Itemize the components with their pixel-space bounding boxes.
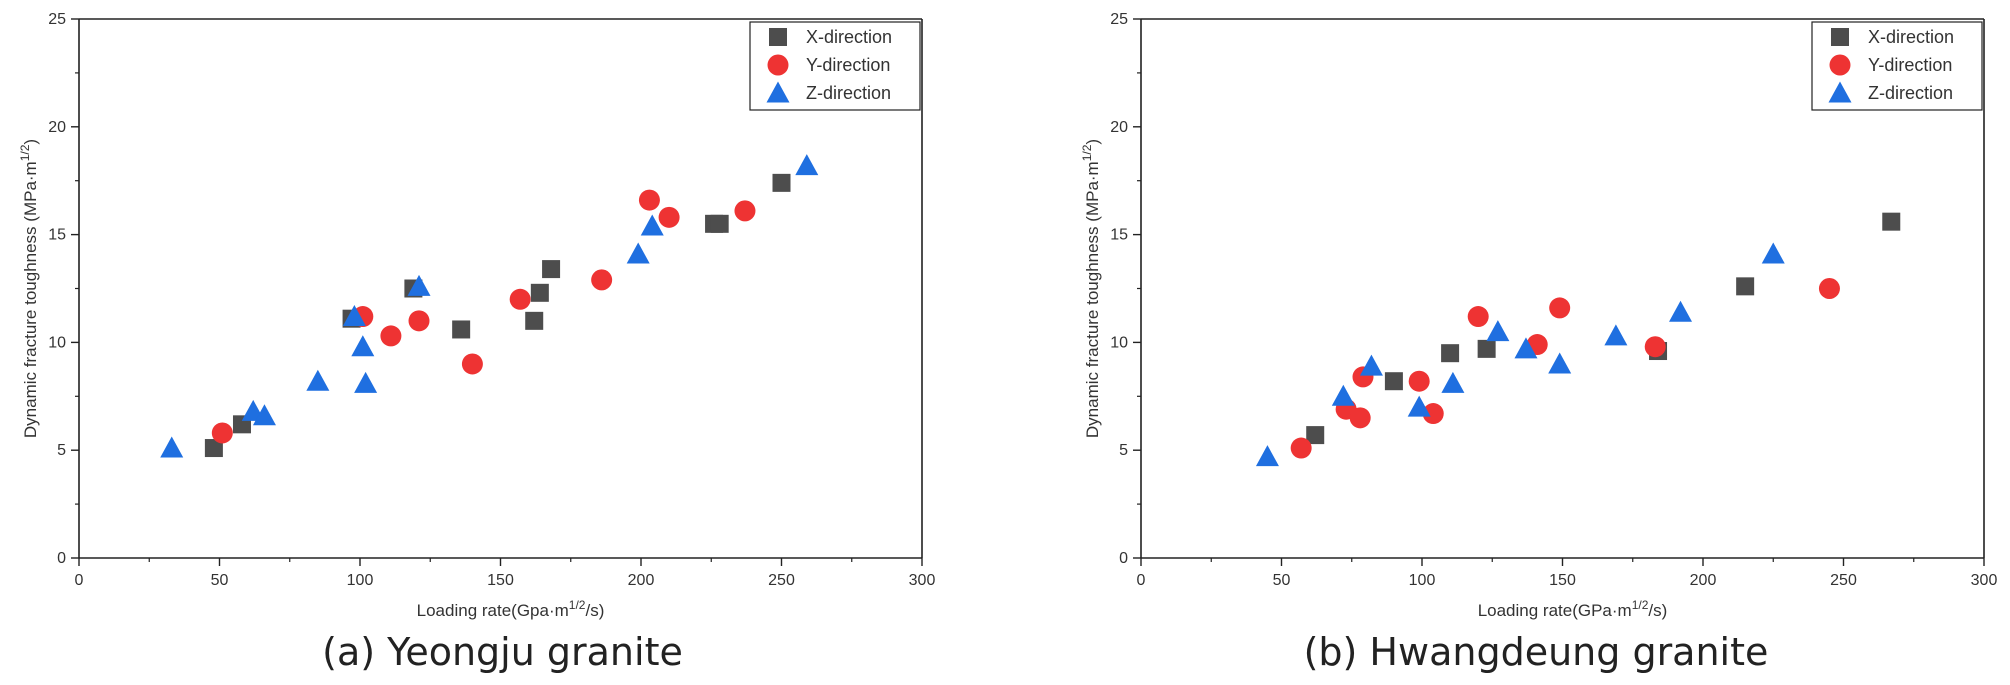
point-y-direction <box>509 288 531 310</box>
point-y-direction <box>1290 437 1312 459</box>
point-z-direction <box>1486 320 1510 342</box>
point-x-direction <box>1477 339 1496 358</box>
legend-marker-y-direction <box>1829 54 1851 76</box>
point-x-direction <box>1736 277 1755 296</box>
x-tick-label: 50 <box>211 572 229 589</box>
point-z-direction <box>160 436 184 458</box>
point-z-direction <box>351 335 375 357</box>
point-y-direction <box>638 189 660 211</box>
point-z-direction <box>252 404 276 426</box>
point-z-direction <box>1441 371 1465 393</box>
point-z-direction <box>1548 352 1572 374</box>
x-tick-label: 150 <box>487 572 514 589</box>
point-x-direction <box>525 311 544 330</box>
legend-label-z-direction: Z-direction <box>806 83 891 103</box>
chart-a-svg: 0 50 100 150 200 250 300 0 5 10 15 20 25 Loading rate… <box>18 11 936 620</box>
x-tick-label: 0 <box>1137 572 1146 589</box>
point-z-direction <box>1407 395 1431 417</box>
point-x-direction <box>710 214 729 233</box>
legend-marker-x-direction <box>769 28 787 46</box>
point-y-direction <box>1818 278 1840 299</box>
y-tick-label: 25 <box>1110 11 1128 28</box>
chart-b-caption: (b) Hwangdeung granite <box>1303 630 1769 674</box>
chart-b-svg: 0 50 100 150 200 250 300 0 5 10 15 20 25 Loading rate… <box>1080 11 1998 620</box>
legend-marker-z-direction <box>766 81 790 103</box>
point-y-direction <box>380 325 402 347</box>
legend-label-x-direction: X-direction <box>1868 27 1954 47</box>
legend-label-y-direction: Y-direction <box>1868 55 1952 75</box>
point-y-direction <box>734 200 756 222</box>
point-x-direction <box>542 260 561 279</box>
x-tick-label: 100 <box>1409 572 1436 589</box>
point-x-direction <box>1384 372 1403 391</box>
point-y-direction <box>1422 403 1444 425</box>
legend-marker-y-direction <box>767 54 789 76</box>
x-axis-label: Loading rate(GPa·m1/2/s) <box>1478 598 1668 620</box>
point-z-direction <box>1761 242 1785 264</box>
y-tick-label: 20 <box>1110 119 1128 136</box>
y-tick-label: 5 <box>1119 442 1128 459</box>
point-z-direction <box>306 369 330 391</box>
point-y-direction <box>658 206 680 228</box>
x-axis-label: Loading rate(Gpa·m1/2/s) <box>417 598 605 620</box>
legend-label-x-direction: X-direction <box>806 27 892 47</box>
point-x-direction <box>452 320 471 339</box>
point-x-direction <box>1441 344 1460 363</box>
point-y-direction <box>211 422 233 444</box>
x-tick-label: 300 <box>909 572 936 589</box>
legend-label-z-direction: Z-direction <box>1868 83 1953 103</box>
point-y-direction <box>408 310 430 332</box>
x-tick-label: 250 <box>1830 572 1857 589</box>
x-tick-label: 250 <box>768 572 795 589</box>
y-tick-label: 15 <box>1110 227 1128 244</box>
point-y-direction <box>1467 306 1489 328</box>
x-tick-label: 150 <box>1549 572 1576 589</box>
point-z-direction <box>640 214 664 236</box>
y-tick-label: 0 <box>1119 550 1128 567</box>
point-y-direction <box>1549 297 1571 319</box>
point-y-direction <box>1349 407 1371 429</box>
point-z-direction <box>1255 445 1279 467</box>
point-z-direction <box>1669 300 1693 322</box>
point-x-direction <box>530 283 549 302</box>
point-z-direction <box>1331 384 1355 406</box>
x-tick-label: 50 <box>1273 572 1291 589</box>
chart-panel-b: 0 50 100 150 200 250 300 0 5 10 15 20 25 Loading rate… <box>1062 0 2010 685</box>
y-tick-label: 20 <box>48 119 66 136</box>
x-tick-label: 200 <box>628 572 655 589</box>
x-tick-label: 100 <box>347 572 374 589</box>
legend-label-y-direction: Y-direction <box>806 55 890 75</box>
point-z-direction <box>342 305 366 327</box>
point-z-direction <box>1359 354 1383 376</box>
point-z-direction <box>626 242 650 264</box>
point-x-direction <box>1882 212 1901 231</box>
point-y-direction <box>591 269 613 291</box>
y-tick-label: 10 <box>48 334 66 351</box>
point-z-direction <box>1604 324 1628 346</box>
legend-marker-z-direction <box>1828 81 1852 103</box>
point-z-direction <box>407 274 431 296</box>
point-z-direction <box>795 154 819 176</box>
y-tick-label: 10 <box>1110 334 1128 351</box>
legend-marker-x-direction <box>1831 28 1849 46</box>
point-y-direction <box>461 353 483 375</box>
point-y-direction <box>1408 370 1430 392</box>
x-tick-label: 200 <box>1690 572 1717 589</box>
y-tick-label: 0 <box>57 550 66 567</box>
point-z-direction <box>1514 337 1538 359</box>
chart-a-caption: (a) Yeongju granite <box>322 630 683 674</box>
y-axis-label: Dynamic fracture toughness (MPa·m1/2) <box>18 139 40 438</box>
point-z-direction <box>354 371 378 393</box>
x-tick-label: 0 <box>75 572 84 589</box>
y-tick-label: 15 <box>48 227 66 244</box>
y-tick-label: 5 <box>57 442 66 459</box>
point-x-direction <box>204 439 223 458</box>
y-tick-label: 25 <box>48 11 66 28</box>
y-axis-label: Dynamic fracture toughness (MPa·m1/2) <box>1080 139 1102 438</box>
point-x-direction <box>1306 426 1325 445</box>
chart-panel-a: 0 50 100 150 200 250 300 0 5 10 15 20 25 Loading rate… <box>18 11 936 674</box>
point-x-direction <box>772 173 791 192</box>
point-y-direction <box>1644 336 1666 358</box>
x-tick-label: 300 <box>1971 572 1998 589</box>
